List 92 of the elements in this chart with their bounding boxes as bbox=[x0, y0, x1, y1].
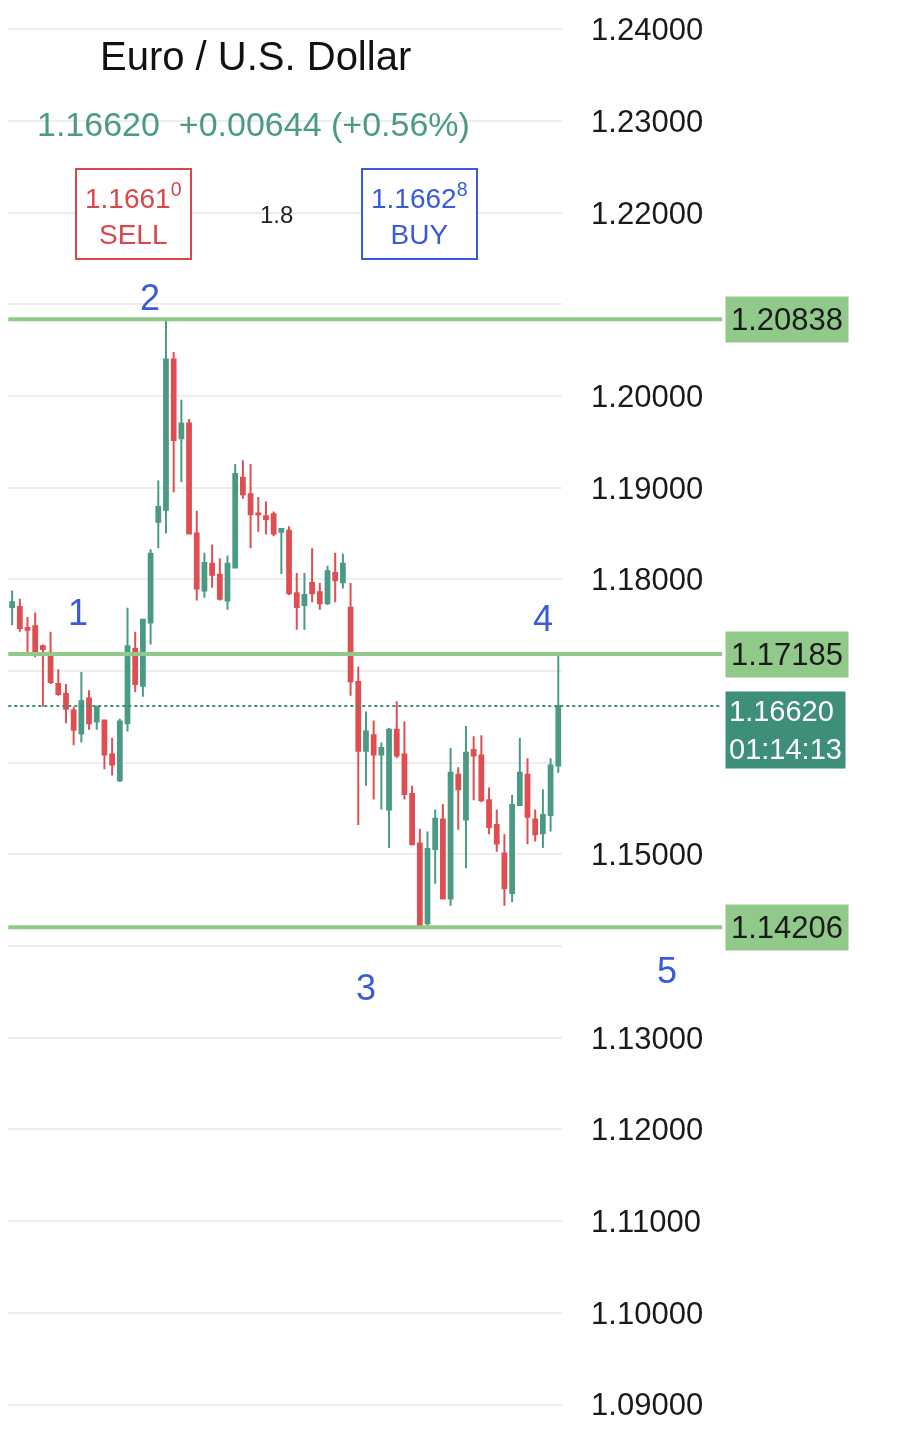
candlestick bbox=[340, 552, 346, 590]
candlestick bbox=[124, 606, 131, 733]
candlestick bbox=[501, 833, 508, 907]
candlestick bbox=[255, 495, 262, 533]
candlestick bbox=[132, 630, 139, 694]
candlestick bbox=[540, 788, 546, 850]
candlestick bbox=[401, 720, 408, 801]
candlestick bbox=[332, 551, 339, 604]
candlestick bbox=[463, 725, 469, 870]
candlestick bbox=[355, 665, 362, 827]
candlestick bbox=[70, 705, 77, 747]
candlestick bbox=[509, 793, 516, 904]
candlestick bbox=[78, 670, 85, 744]
y-tick-label: 1.15000 bbox=[591, 837, 704, 873]
text: Euro / U.S. Dollar bbox=[100, 34, 412, 78]
candlestick bbox=[216, 557, 223, 602]
candlestick bbox=[178, 398, 185, 484]
candlestick bbox=[247, 462, 254, 550]
candlestick bbox=[232, 462, 239, 570]
annotation: 3 bbox=[356, 967, 377, 1008]
candlestick bbox=[378, 741, 385, 811]
annotation: 4 bbox=[533, 598, 554, 639]
candlestick bbox=[409, 784, 416, 846]
candlestick bbox=[555, 653, 562, 774]
candlestick bbox=[278, 527, 285, 575]
candlestick bbox=[316, 582, 323, 611]
candlestick bbox=[270, 510, 277, 538]
ref-line-label: 1.16620 01:14:13 bbox=[729, 695, 842, 765]
candlestick bbox=[55, 668, 62, 697]
candlestick bbox=[32, 611, 39, 659]
text: 5 bbox=[657, 950, 678, 991]
candlestick bbox=[493, 808, 500, 853]
candlestick bbox=[263, 500, 269, 536]
candlestick bbox=[16, 597, 23, 633]
candlestick bbox=[209, 543, 216, 589]
candlestick bbox=[109, 737, 116, 777]
annotation: 1 bbox=[68, 592, 89, 633]
candlestick bbox=[201, 551, 208, 599]
candlestick bbox=[86, 689, 92, 731]
candlestick bbox=[524, 757, 531, 846]
ref-line-label: 1.17185 bbox=[731, 637, 844, 672]
annotation: 1.1662$^{8}$ BUY bbox=[371, 178, 468, 251]
candlestick bbox=[447, 747, 454, 907]
candlestick bbox=[486, 786, 492, 836]
candlestick bbox=[293, 571, 300, 631]
y-tick-label: 1.11000 bbox=[591, 1203, 701, 1239]
candlestick bbox=[363, 710, 369, 787]
y-tick-label: 1.10000 bbox=[591, 1295, 704, 1331]
candlestick bbox=[170, 351, 177, 494]
candlestick bbox=[163, 318, 169, 535]
y-tick-label: 1.24000 bbox=[591, 12, 704, 48]
y-tick-label: 1.19000 bbox=[591, 470, 704, 506]
candlestick bbox=[286, 525, 292, 596]
candlestick bbox=[301, 571, 308, 631]
ref-line-label: 1.14206 bbox=[731, 910, 844, 945]
candlestick bbox=[516, 737, 523, 806]
y-tick-label: 1.20000 bbox=[591, 378, 704, 414]
candlestick bbox=[93, 705, 100, 731]
candlestick bbox=[424, 830, 431, 927]
candlestick bbox=[370, 719, 377, 801]
y-tick-label: 1.22000 bbox=[591, 195, 704, 231]
annotation: 2 bbox=[140, 277, 161, 318]
candlestick bbox=[24, 615, 31, 654]
candlestick bbox=[386, 726, 392, 850]
candlestick bbox=[155, 479, 162, 550]
candlestick bbox=[147, 548, 154, 646]
y-tick-label: 1.13000 bbox=[591, 1020, 704, 1056]
candlestick bbox=[532, 808, 539, 843]
ref-line-label: 1.20838 bbox=[731, 302, 844, 337]
candlestick bbox=[432, 808, 439, 885]
candlestick bbox=[101, 719, 108, 771]
candlestick bbox=[440, 803, 446, 900]
y-tick-label: 1.18000 bbox=[591, 562, 704, 598]
candlestick bbox=[193, 509, 200, 602]
y-tick-label: 1.09000 bbox=[591, 1387, 704, 1423]
candlestick bbox=[186, 417, 192, 535]
annotation: 1.8 bbox=[260, 201, 294, 228]
candlestick bbox=[455, 766, 462, 831]
y-tick-label: 1.12000 bbox=[591, 1112, 704, 1148]
candlestick bbox=[309, 547, 316, 604]
candlestick bbox=[347, 582, 354, 697]
candlestick bbox=[9, 589, 16, 627]
candlestick bbox=[116, 717, 123, 784]
candlestick bbox=[140, 618, 146, 698]
y-tick-label: 1.23000 bbox=[591, 103, 704, 139]
candlestick bbox=[393, 700, 400, 760]
annotation: 1.1661$^{0}$ SELL bbox=[85, 178, 182, 251]
candlestick bbox=[63, 682, 69, 725]
candlestick bbox=[240, 459, 246, 500]
candlestick bbox=[547, 757, 554, 833]
candlestick bbox=[224, 554, 231, 611]
text: 1.16620 +0.00644 (+0.56%) bbox=[37, 105, 470, 143]
